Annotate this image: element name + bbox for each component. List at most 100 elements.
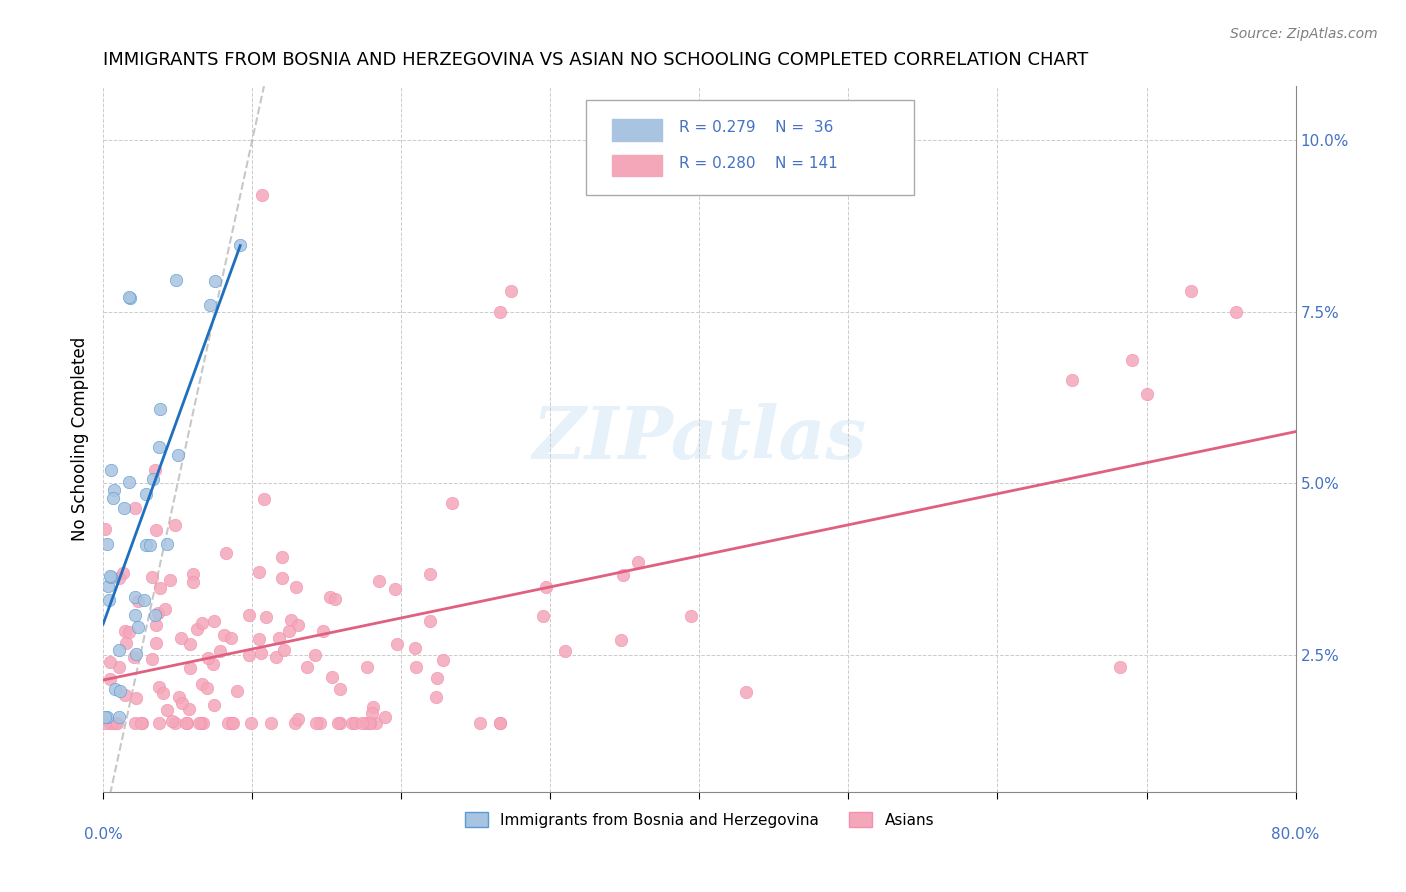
Point [204, 274, 226, 288]
Bar [612, 154, 662, 176]
Point [96, 537, 118, 551]
Point [174, 716, 197, 731]
Point [146, 606, 169, 620]
Point [135, 487, 157, 501]
Point [1108, 660, 1130, 674]
Point [197, 650, 219, 665]
Point [114, 688, 136, 702]
Point [239, 716, 262, 731]
Point [247, 566, 270, 580]
Text: 0.0%: 0.0% [84, 827, 122, 842]
Point [100, 462, 122, 476]
Point [141, 652, 163, 666]
Point [238, 648, 260, 663]
Point [329, 716, 352, 731]
Point [124, 690, 146, 705]
Point [226, 683, 249, 698]
Point [1060, 374, 1083, 388]
Point [124, 590, 146, 604]
Point [198, 298, 221, 312]
Point [221, 716, 243, 731]
Point [145, 463, 167, 477]
Point [93, 522, 115, 536]
Point [181, 574, 204, 589]
Point [152, 686, 174, 700]
Point [321, 670, 343, 684]
Point [108, 660, 131, 674]
Point [124, 716, 146, 731]
Text: R = 0.279    N =  36: R = 0.279 N = 36 [679, 120, 834, 136]
Point [145, 618, 167, 632]
Point [254, 609, 277, 624]
Point [108, 571, 131, 585]
Point [117, 475, 139, 490]
Point [124, 500, 146, 515]
Point [190, 716, 212, 731]
Point [191, 615, 214, 630]
Point [139, 538, 162, 552]
Point [118, 291, 141, 305]
FancyBboxPatch shape [586, 100, 914, 195]
Point [94, 716, 117, 731]
Point [499, 285, 522, 299]
Point [186, 622, 208, 636]
Point [149, 401, 172, 416]
Point [103, 483, 125, 498]
Point [361, 706, 384, 721]
Point [124, 608, 146, 623]
Point [98, 593, 121, 607]
Point [148, 680, 170, 694]
Point [1135, 387, 1157, 401]
Point [93, 709, 115, 723]
Point [1180, 285, 1202, 299]
Point [108, 709, 131, 723]
Point [127, 594, 149, 608]
Point [141, 570, 163, 584]
Point [153, 602, 176, 616]
Text: R = 0.280    N = 141: R = 0.280 N = 141 [679, 156, 838, 170]
Point [145, 636, 167, 650]
Point [163, 716, 186, 731]
Point [135, 538, 157, 552]
Point [219, 631, 242, 645]
Point [134, 592, 156, 607]
Point [107, 643, 129, 657]
Point [148, 440, 170, 454]
Point [326, 716, 349, 731]
Point [273, 642, 295, 657]
Point [284, 580, 307, 594]
Point [191, 716, 214, 731]
Point [404, 640, 426, 655]
Point [148, 716, 170, 731]
Point [103, 681, 125, 696]
Point [368, 574, 391, 588]
Point [114, 624, 136, 638]
Point [681, 608, 703, 623]
Point [489, 716, 512, 731]
Text: Source: ZipAtlas.com: Source: ZipAtlas.com [1230, 27, 1378, 41]
Point [329, 681, 352, 696]
Point [609, 632, 631, 647]
Point [352, 716, 374, 731]
Text: ZIPatlas: ZIPatlas [533, 403, 866, 475]
Point [215, 546, 238, 560]
Point [170, 632, 193, 646]
Point [118, 290, 141, 304]
Point [440, 496, 463, 510]
Point [131, 716, 153, 731]
Point [202, 698, 225, 713]
Point [323, 592, 346, 607]
Point [344, 716, 367, 731]
Point [107, 716, 129, 731]
Point [98, 569, 121, 583]
Point [115, 635, 138, 649]
Point [280, 613, 302, 627]
Point [269, 631, 291, 645]
Point [305, 716, 328, 731]
Point [110, 684, 132, 698]
Point [489, 305, 512, 319]
Bar [612, 120, 662, 141]
Text: IMMIGRANTS FROM BOSNIA AND HERZEGOVINA VS ASIAN NO SCHOOLING COMPLETED CORRELATI: IMMIGRANTS FROM BOSNIA AND HERZEGOVINA V… [103, 51, 1088, 69]
Point [287, 712, 309, 726]
Point [247, 632, 270, 646]
